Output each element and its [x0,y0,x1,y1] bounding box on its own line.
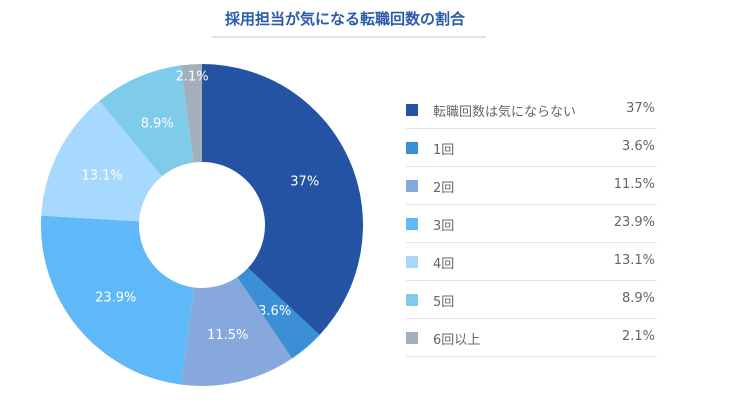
legend-swatch [406,256,418,268]
legend-item: 3回 23.9% [406,205,657,243]
data-label: 3.6% [258,304,291,319]
data-label: 13.1% [81,168,122,183]
legend-label: 3回 [433,219,455,234]
slice-2 [181,277,292,386]
chart-title: 採用担当が気になる転職回数の割合 [224,10,465,28]
legend-swatch [406,332,418,344]
legend-value: 3.6% [621,139,655,154]
legend-label: 1回 [433,143,455,158]
legend-swatch [406,104,418,116]
data-label: 23.9% [95,290,136,305]
legend-value: 13.1% [613,253,655,268]
legend-value: 8.9% [621,291,655,306]
legend-item: 5回 8.9% [406,281,657,319]
legend-value: 37% [626,101,655,116]
data-label: 11.5% [207,328,248,343]
data-label: 8.9% [141,116,174,131]
legend-swatch [406,218,418,230]
legend-swatch [406,142,418,154]
data-label: 2.1% [176,69,209,84]
legend-item: 転職回数は気にならない 37% [406,91,657,129]
slice-3 [41,215,194,385]
slice-1 [237,268,320,359]
legend-item: 1回 3.6% [406,129,657,167]
title-underline [212,36,486,38]
legend-item: 2回 11.5% [406,167,657,205]
slice-6 [180,64,202,163]
legend-label: 4回 [433,257,455,272]
legend-value: 23.9% [613,215,655,230]
legend-label: 6回以上 [433,333,481,348]
slice-0 [202,64,363,335]
slice-4 [41,100,162,222]
legend-item: 4回 13.1% [406,243,657,281]
legend-item: 6回以上 2.1% [406,319,657,357]
legend-swatch [406,294,418,306]
donut-chart: 37% 3.6% 11.5% 23.9% 13.1% 8.9% 2.1% [41,64,363,386]
legend-value: 2.1% [621,329,655,344]
legend-label: 転職回数は気にならない [433,105,577,120]
legend-swatch [406,180,418,192]
legend-value: 11.5% [613,177,655,192]
data-label: 37% [290,174,319,189]
legend-label: 2回 [433,181,455,196]
legend-label: 5回 [433,295,455,310]
slice-5 [99,65,194,177]
